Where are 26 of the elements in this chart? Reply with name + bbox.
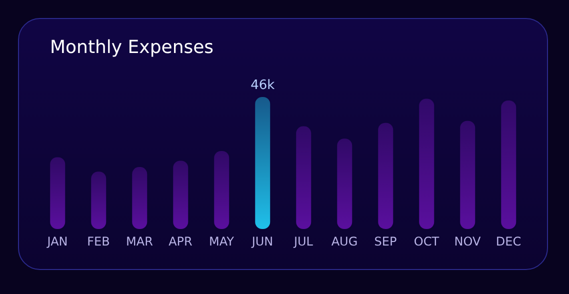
bar	[337, 138, 352, 229]
x-tick-label: AUG	[331, 234, 358, 249]
bar	[501, 100, 516, 229]
bar	[460, 120, 476, 229]
x-tick-label: DEC	[496, 234, 522, 249]
bar	[378, 122, 394, 229]
x-tick-label: APR	[168, 234, 192, 249]
bar	[255, 97, 270, 229]
x-tick-label: SEP	[374, 234, 397, 249]
x-tick-label: JAN	[46, 234, 68, 249]
bar	[214, 150, 230, 229]
bar	[419, 98, 434, 229]
x-tick-label: JUN	[250, 234, 274, 249]
bar	[173, 160, 188, 229]
data-label: 46k	[250, 78, 276, 93]
x-tick-label: JUL	[292, 234, 314, 249]
x-tick-label: MAR	[126, 234, 153, 249]
bar	[50, 157, 66, 229]
x-tick-label: NOV	[454, 234, 482, 249]
x-tick-label: OCT	[414, 234, 440, 249]
bar	[296, 126, 312, 229]
chart-title: Monthly Expenses	[50, 37, 214, 58]
x-tick-label: MAY	[209, 234, 235, 249]
bar	[132, 167, 148, 229]
bar	[91, 172, 106, 229]
x-tick-label: FEB	[87, 234, 110, 249]
